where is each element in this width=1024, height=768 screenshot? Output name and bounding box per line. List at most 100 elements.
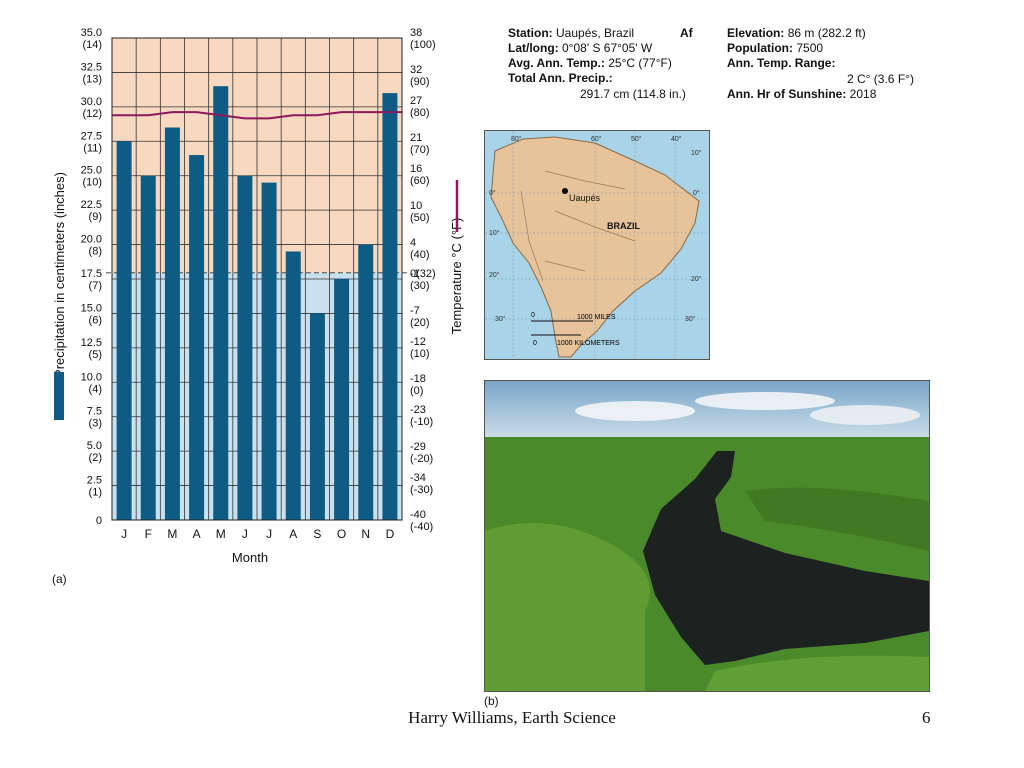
y-tick-celsius: -29 [410, 441, 426, 453]
y-tick-celsius: 38 [410, 27, 422, 39]
precip-bar [358, 244, 374, 521]
y-tick-celsius: -34 [410, 472, 426, 484]
x-tick-month: J [242, 527, 248, 541]
y-tick-in: (5) [89, 349, 102, 361]
precip-bar [213, 86, 229, 520]
scale-miles-label: 1000 MILES [577, 314, 616, 321]
x-tick-month: D [386, 527, 395, 541]
y-tick-celsius: 4 [410, 237, 416, 249]
precip-bar [140, 175, 156, 520]
y-tick-fahrenheit: (10) [410, 348, 430, 360]
climograph: 0 2.5(1) 5.0(2) 7.5(3) 10.0(4) 12.5(5) 15.0(6)… [52, 27, 464, 565]
x-tick-month: J [266, 527, 272, 541]
precip-bar [382, 93, 398, 520]
x-tick-month: A [193, 527, 201, 541]
y-axis-title-left: Precipitation in centimeters (inches) [52, 172, 67, 378]
x-tick-month: A [289, 527, 297, 541]
sunshine-value: 2018 [849, 87, 877, 101]
map-lat-label: 30° [685, 315, 696, 323]
y-tick-in: (10) [82, 177, 102, 189]
plot-frame [111, 37, 403, 521]
y-tick-fahrenheit: (30) [410, 280, 430, 292]
y-tick-cm: 30.0 [81, 96, 102, 108]
y-tick-cm: 2.5 [87, 475, 102, 487]
scale-zero: 0 [533, 340, 537, 347]
y-tick-cm: 20.0 [81, 234, 102, 246]
x-tick-month: F [145, 527, 152, 541]
avg-temp-label: Avg. Ann. Temp.: [508, 56, 605, 70]
rainforest-river-photo [484, 380, 930, 692]
y-tick-cm: 35.0 [81, 27, 102, 39]
y-tick-celsius: 0(32) [410, 268, 436, 280]
y-tick-in: (13) [82, 73, 102, 85]
map-lon-label: 60° [591, 135, 602, 143]
precip-bar [285, 251, 301, 520]
y-tick-celsius: 10 [410, 200, 422, 212]
y-tick-fahrenheit: (100) [410, 39, 436, 51]
y-tick-celsius: -7 [410, 305, 420, 317]
precip-bar [164, 127, 180, 520]
map-lat-label: 10° [691, 149, 702, 157]
latlong-value: 0°08' S 67°05' W [562, 41, 653, 55]
y-tick-in: (1) [89, 487, 102, 499]
population-label: Population: [727, 41, 793, 55]
y-tick-fahrenheit: (-40) [410, 521, 433, 533]
map-lon-label: 40° [671, 135, 682, 143]
x-axis-title: Month [232, 550, 268, 565]
figure-label-b: (b) [484, 694, 499, 708]
y-tick-in: (9) [89, 211, 102, 223]
y-tick-in: (8) [89, 246, 102, 258]
y-tick-in: (12) [82, 108, 102, 120]
y-tick-fahrenheit: (-20) [410, 453, 433, 465]
y-tick-fahrenheit: (-30) [410, 484, 433, 496]
y-tick-celsius: 16 [410, 163, 422, 175]
y-tick-fahrenheit: (90) [410, 76, 430, 88]
x-tick-month: J [121, 527, 127, 541]
temperature-line [112, 111, 402, 120]
y-tick-fahrenheit: (20) [410, 317, 430, 329]
precip-value: 291.7 cm (114.8 in.) [580, 87, 686, 101]
y-tick-celsius: -18 [410, 373, 426, 385]
slide-footer: Harry Williams, Earth Science [408, 708, 616, 727]
y-tick-fahrenheit: (70) [410, 144, 430, 156]
y-tick-cm: 5.0 [87, 440, 102, 452]
station-label: Station: [508, 26, 553, 40]
x-tick-month: M [216, 527, 226, 541]
avg-temp-value: 25°C (77°F) [608, 56, 672, 70]
scale-zero: 0 [531, 312, 535, 319]
map-lat-label: 0° [489, 189, 496, 197]
y-tick-cm: 15.0 [81, 302, 102, 314]
x-tick-month: M [167, 527, 177, 541]
y-tick-in: (7) [89, 280, 102, 292]
elevation-label: Elevation: [727, 26, 785, 40]
map-lat-label: 10° [489, 229, 500, 237]
precip-label: Total Ann. Precip.: [508, 71, 613, 85]
map-lon-label: 50° [631, 135, 642, 143]
precip-bar [261, 182, 277, 520]
y-tick-celsius: 32 [410, 64, 422, 76]
x-tick-month: N [361, 527, 370, 541]
y-tick-fahrenheit: (0) [410, 385, 423, 397]
precip-legend-swatch [54, 372, 64, 420]
y-tick-cm: 27.5 [81, 130, 102, 142]
population-value: 7500 [796, 41, 824, 55]
map-lat-label: 30° [495, 315, 506, 323]
y-tick-cm: 22.5 [81, 199, 102, 211]
page-number: 6 [922, 708, 931, 727]
y-tick-celsius: -12 [410, 336, 426, 348]
y-tick-cm: 25.0 [81, 165, 102, 177]
precip-bar [334, 279, 350, 520]
x-tick-month: S [313, 527, 321, 541]
y-tick-fahrenheit: (80) [410, 107, 430, 119]
elevation-value: 86 m (282.2 ft) [787, 26, 866, 40]
latlong-label: Lat/long: [508, 41, 559, 55]
temp-range-value: 2 C° (3.6 F°) [847, 72, 914, 86]
y-tick-in: (14) [82, 39, 102, 51]
map-lon-label: 80° [511, 135, 522, 143]
y-tick-in: (2) [89, 452, 102, 464]
map-lat-label: 0° [693, 189, 700, 197]
precip-bar [237, 175, 253, 520]
map-country-label: BRAZIL [607, 221, 640, 231]
uaupes-marker [562, 188, 568, 194]
precip-bar [116, 141, 132, 521]
